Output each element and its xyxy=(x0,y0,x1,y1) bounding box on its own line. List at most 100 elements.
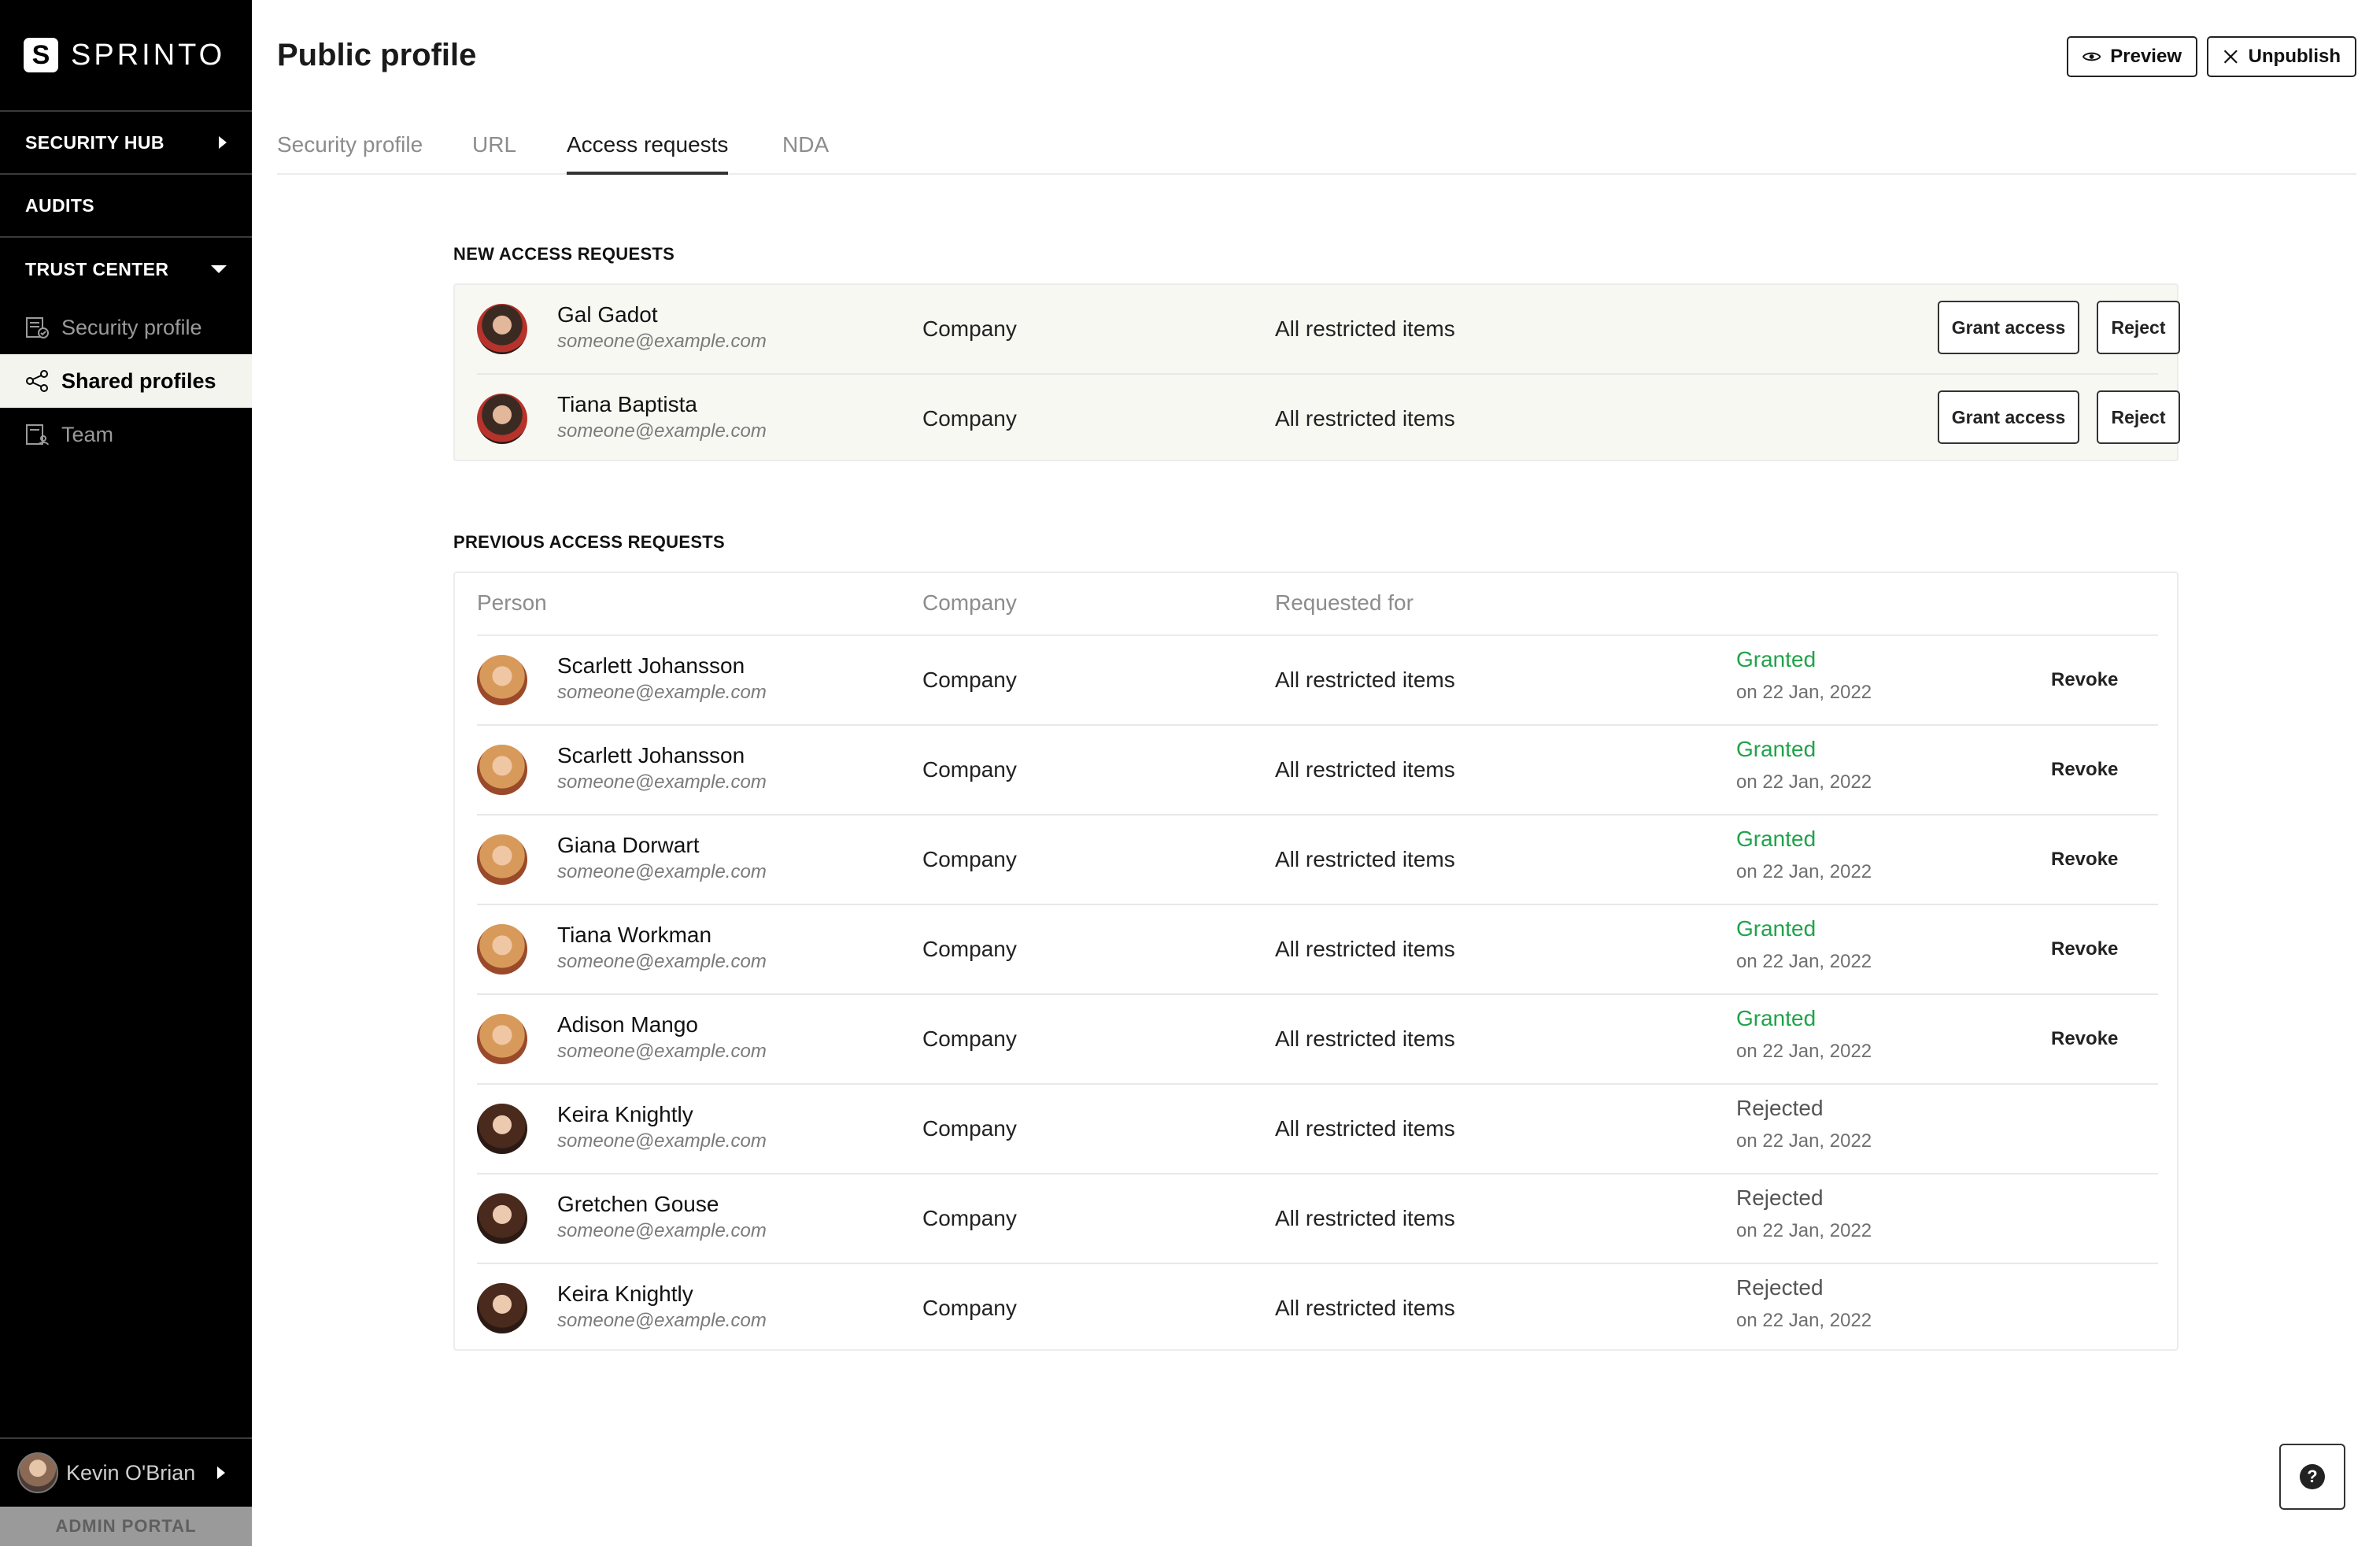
avatar xyxy=(477,1283,527,1333)
requested-for: All restricted items xyxy=(1275,1116,1455,1141)
divider xyxy=(477,814,2158,816)
company: Company xyxy=(922,847,1017,871)
grant-access-button[interactable]: Grant access xyxy=(1938,390,2079,444)
share-icon xyxy=(24,368,50,394)
divider xyxy=(477,1083,2158,1085)
company: Company xyxy=(922,406,1017,431)
requested-for: All restricted items xyxy=(1275,1296,1455,1320)
preview-button[interactable]: Preview xyxy=(2067,36,2197,77)
help-button[interactable]: ? xyxy=(2279,1444,2345,1510)
eye-icon xyxy=(2082,52,2101,61)
status-date: on 22 Jan, 2022 xyxy=(1736,1310,1872,1331)
requested-for: All restricted items xyxy=(1275,406,1455,431)
status-date: on 22 Jan, 2022 xyxy=(1736,861,1872,882)
person-email: someone@example.com xyxy=(557,1041,767,1062)
table-row: Scarlett Johansson someone@example.com C… xyxy=(477,636,2158,726)
avatar xyxy=(17,1452,58,1493)
status-date: on 22 Jan, 2022 xyxy=(1736,1041,1872,1062)
document-check-icon xyxy=(24,314,50,341)
revoke-button[interactable]: Revoke xyxy=(2051,759,2119,780)
avatar xyxy=(477,1193,527,1244)
sidebar-item-security-profile[interactable]: Security profile xyxy=(0,301,252,354)
new-requests-title: NEW ACCESS REQUESTS xyxy=(453,244,675,264)
company: Company xyxy=(922,1116,1017,1141)
status-badge: Granted xyxy=(1736,827,1816,851)
unpublish-button[interactable]: Unpublish xyxy=(2207,36,2356,77)
person-email: someone@example.com xyxy=(557,861,767,882)
person-name: Gal Gadot xyxy=(557,302,658,327)
help-icon: ? xyxy=(2300,1464,2325,1489)
revoke-button[interactable]: Revoke xyxy=(2051,849,2119,870)
table-row: Tiana Workman someone@example.com Compan… xyxy=(477,905,2158,995)
divider xyxy=(477,904,2158,905)
status-badge: Rejected xyxy=(1736,1275,1824,1300)
column-company: Company xyxy=(922,590,1017,615)
company: Company xyxy=(922,1206,1017,1230)
divider xyxy=(477,1173,2158,1174)
chevron-right-icon xyxy=(217,1466,225,1479)
nav-trust-center[interactable]: TRUST CENTER xyxy=(0,238,252,301)
reject-button[interactable]: Reject xyxy=(2097,301,2180,354)
person-email: someone@example.com xyxy=(557,331,767,352)
tab-nda[interactable]: NDA xyxy=(782,132,830,157)
sidebar-item-label: Security profile xyxy=(61,315,202,339)
table-row: Keira Knightly someone@example.com Compa… xyxy=(477,1085,2158,1174)
close-icon xyxy=(2223,50,2238,64)
person-name: Scarlett Johansson xyxy=(557,653,745,678)
revoke-button[interactable]: Revoke xyxy=(2051,938,2119,960)
tab-url[interactable]: URL xyxy=(472,132,517,157)
nav-audits[interactable]: AUDITS xyxy=(0,175,252,238)
company: Company xyxy=(922,1296,1017,1320)
column-person: Person xyxy=(477,590,547,615)
status-date: on 22 Jan, 2022 xyxy=(1736,1130,1872,1152)
sidebar: S SPRINTO SECURITY HUB AUDITS TRUST CENT… xyxy=(0,0,252,1546)
tab-access-requests[interactable]: Access requests xyxy=(567,132,729,175)
grant-access-button[interactable]: Grant access xyxy=(1938,301,2079,354)
requested-for: All restricted items xyxy=(1275,316,1455,341)
sidebar-item-team[interactable]: Team xyxy=(0,408,252,461)
person-email: someone@example.com xyxy=(557,420,767,442)
revoke-button[interactable]: Revoke xyxy=(2051,669,2119,690)
brand-logo[interactable]: S SPRINTO xyxy=(0,0,252,112)
person-name: Keira Knightly xyxy=(557,1282,693,1306)
user-menu[interactable]: Kevin O'Brian xyxy=(0,1437,252,1507)
nav-security-hub-label: SECURITY HUB xyxy=(25,131,164,153)
status-date: on 22 Jan, 2022 xyxy=(1736,1220,1872,1241)
company: Company xyxy=(922,937,1017,961)
page-title: Public profile xyxy=(277,38,477,72)
reject-button[interactable]: Reject xyxy=(2097,390,2180,444)
status-badge: Granted xyxy=(1736,737,1816,761)
requested-for: All restricted items xyxy=(1275,1206,1455,1230)
avatar xyxy=(477,394,527,444)
chevron-right-icon xyxy=(219,136,227,149)
table-header: Person Company Requested for xyxy=(477,573,2158,636)
person-email: someone@example.com xyxy=(557,1310,767,1331)
person-name: Gretchen Gouse xyxy=(557,1192,719,1216)
person-email: someone@example.com xyxy=(557,1130,767,1152)
brand-name: SPRINTO xyxy=(71,38,226,72)
status-badge: Granted xyxy=(1736,647,1816,671)
avatar xyxy=(477,655,527,705)
unpublish-label: Unpublish xyxy=(2248,46,2341,67)
sidebar-item-label: Team xyxy=(61,422,114,446)
admin-portal-link[interactable]: ADMIN PORTAL xyxy=(0,1507,252,1546)
sprinto-logo-icon: S xyxy=(24,38,58,72)
table-row: Keira Knightly someone@example.com Compa… xyxy=(477,1264,2158,1354)
list-item: Gal Gadot someone@example.com Company Al… xyxy=(477,285,2180,375)
nav-security-hub[interactable]: SECURITY HUB xyxy=(0,112,252,175)
status-badge: Rejected xyxy=(1736,1185,1824,1210)
tab-bar: Security profile URL Access requests NDA xyxy=(277,126,2356,175)
person-name: Tiana Workman xyxy=(557,923,712,947)
company: Company xyxy=(922,757,1017,782)
person-email: someone@example.com xyxy=(557,1220,767,1241)
avatar xyxy=(477,924,527,975)
nav-audits-label: AUDITS xyxy=(25,194,95,216)
revoke-button[interactable]: Revoke xyxy=(2051,1028,2119,1049)
person-name: Scarlett Johansson xyxy=(557,743,745,767)
requested-for: All restricted items xyxy=(1275,1026,1455,1051)
table-row: Giana Dorwart someone@example.com Compan… xyxy=(477,816,2158,905)
tab-security-profile[interactable]: Security profile xyxy=(277,132,423,157)
previous-requests-table: Person Company Requested for Scarlett Jo… xyxy=(453,571,2179,1351)
column-requested-for: Requested for xyxy=(1275,590,1414,615)
sidebar-item-shared-profiles[interactable]: Shared profiles xyxy=(0,354,252,408)
